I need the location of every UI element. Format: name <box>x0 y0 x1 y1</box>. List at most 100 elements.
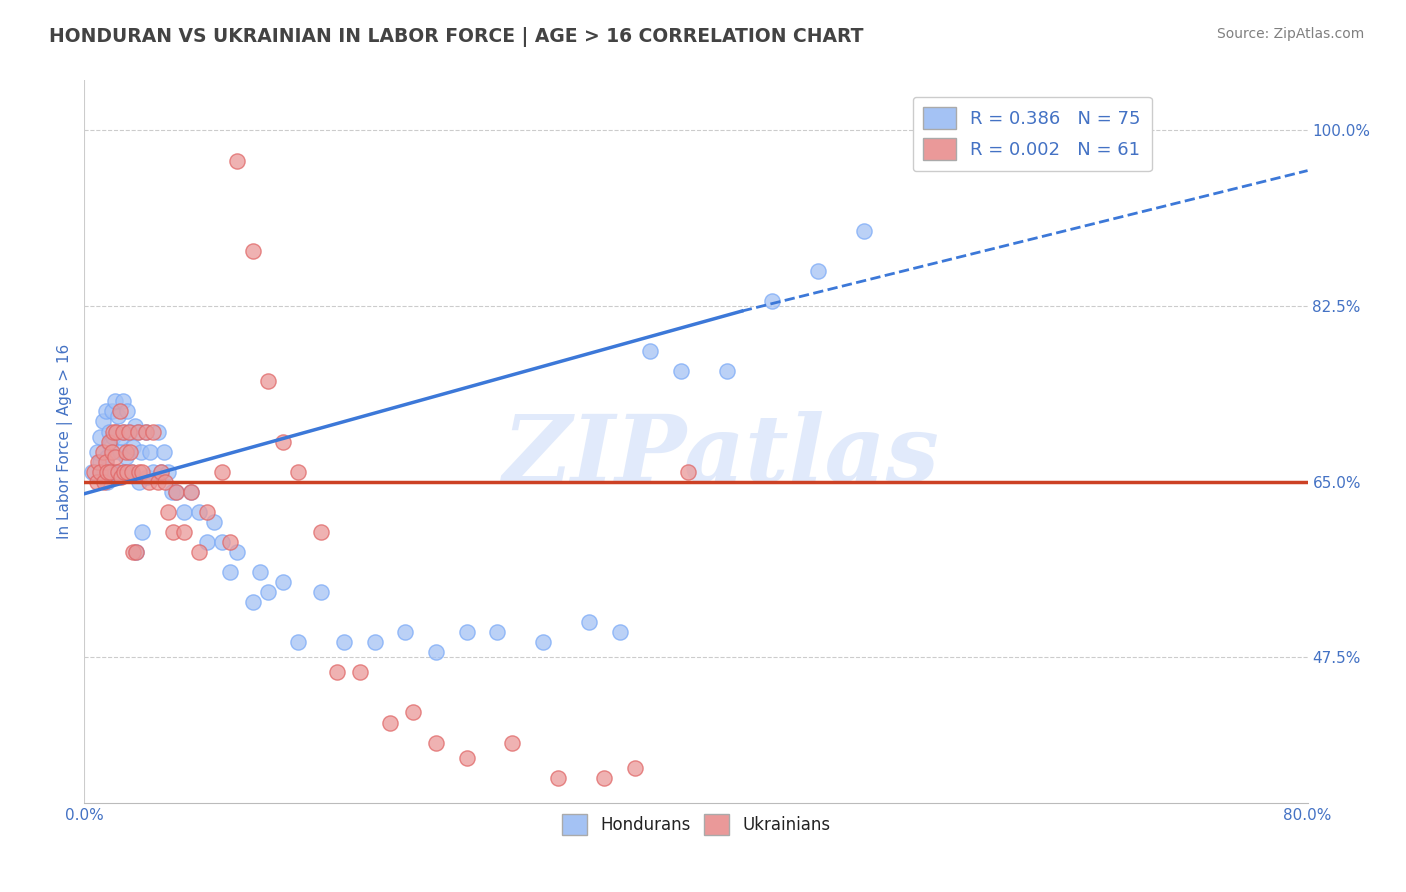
Point <box>716 364 738 378</box>
Point <box>456 750 478 764</box>
Point <box>97 434 120 449</box>
Point <box>107 465 129 479</box>
Point <box>107 409 129 424</box>
Point <box>104 394 127 409</box>
Point <box>101 465 124 479</box>
Point <box>94 454 117 468</box>
Point <box>127 425 149 439</box>
Point <box>131 465 153 479</box>
Point <box>155 475 177 489</box>
Point <box>609 625 631 640</box>
Point <box>93 465 115 479</box>
Point <box>125 545 148 559</box>
Point <box>98 436 121 450</box>
Point <box>349 665 371 680</box>
Point <box>226 545 249 559</box>
Point <box>86 444 108 458</box>
Point <box>531 635 554 649</box>
Point <box>129 444 152 458</box>
Point <box>188 505 211 519</box>
Point <box>86 475 108 489</box>
Point <box>96 450 118 464</box>
Point <box>271 574 294 589</box>
Point <box>97 425 120 439</box>
Text: HONDURAN VS UKRAINIAN IN LABOR FORCE | AGE > 16 CORRELATION CHART: HONDURAN VS UKRAINIAN IN LABOR FORCE | A… <box>49 27 863 46</box>
Point <box>202 515 225 529</box>
Point <box>249 565 271 579</box>
Point <box>105 425 128 439</box>
Point <box>96 475 118 489</box>
Point <box>103 425 125 439</box>
Point <box>149 465 172 479</box>
Point <box>547 771 569 785</box>
Text: Source: ZipAtlas.com: Source: ZipAtlas.com <box>1216 27 1364 41</box>
Point <box>112 425 135 439</box>
Point <box>122 545 145 559</box>
Point <box>173 505 195 519</box>
Point <box>114 450 136 464</box>
Point <box>287 465 309 479</box>
Point <box>157 465 180 479</box>
Point <box>127 425 149 439</box>
Point <box>149 465 172 479</box>
Point <box>364 635 387 649</box>
Point <box>101 404 124 418</box>
Point <box>162 524 184 539</box>
Point <box>104 450 127 464</box>
Point <box>669 364 692 378</box>
Point <box>578 615 600 630</box>
Point <box>624 761 647 775</box>
Point <box>89 429 111 443</box>
Point <box>456 625 478 640</box>
Point <box>157 505 180 519</box>
Point <box>394 625 416 640</box>
Point <box>218 565 240 579</box>
Text: ZIPatlas: ZIPatlas <box>502 411 939 501</box>
Point <box>128 465 150 479</box>
Point <box>146 475 169 489</box>
Point <box>425 645 447 659</box>
Point <box>111 425 134 439</box>
Point <box>180 484 202 499</box>
Point <box>380 715 402 730</box>
Point <box>146 425 169 439</box>
Point <box>94 404 117 418</box>
Point <box>96 465 118 479</box>
Point <box>593 771 616 785</box>
Point <box>486 625 509 640</box>
Point <box>131 524 153 539</box>
Point <box>165 484 187 499</box>
Point <box>114 444 136 458</box>
Point <box>211 465 233 479</box>
Point <box>118 425 141 439</box>
Point <box>502 735 524 749</box>
Point <box>136 469 159 483</box>
Point <box>425 735 447 749</box>
Point <box>110 429 132 443</box>
Point <box>142 465 165 479</box>
Point <box>242 595 264 609</box>
Point <box>120 444 142 458</box>
Point <box>165 484 187 499</box>
Point <box>271 434 294 449</box>
Point <box>89 465 111 479</box>
Point <box>761 293 783 308</box>
Point <box>93 475 115 489</box>
Point <box>104 465 127 479</box>
Point <box>115 467 138 481</box>
Point <box>111 394 134 409</box>
Point <box>333 635 356 649</box>
Point <box>325 665 347 680</box>
Point <box>112 465 135 479</box>
Point <box>311 524 333 539</box>
Point <box>91 444 114 458</box>
Point <box>242 244 264 258</box>
Point <box>83 465 105 479</box>
Point <box>195 534 218 549</box>
Point <box>153 444 176 458</box>
Point <box>138 475 160 489</box>
Point <box>135 425 157 439</box>
Point <box>101 444 124 458</box>
Point <box>807 264 830 278</box>
Point <box>110 469 132 483</box>
